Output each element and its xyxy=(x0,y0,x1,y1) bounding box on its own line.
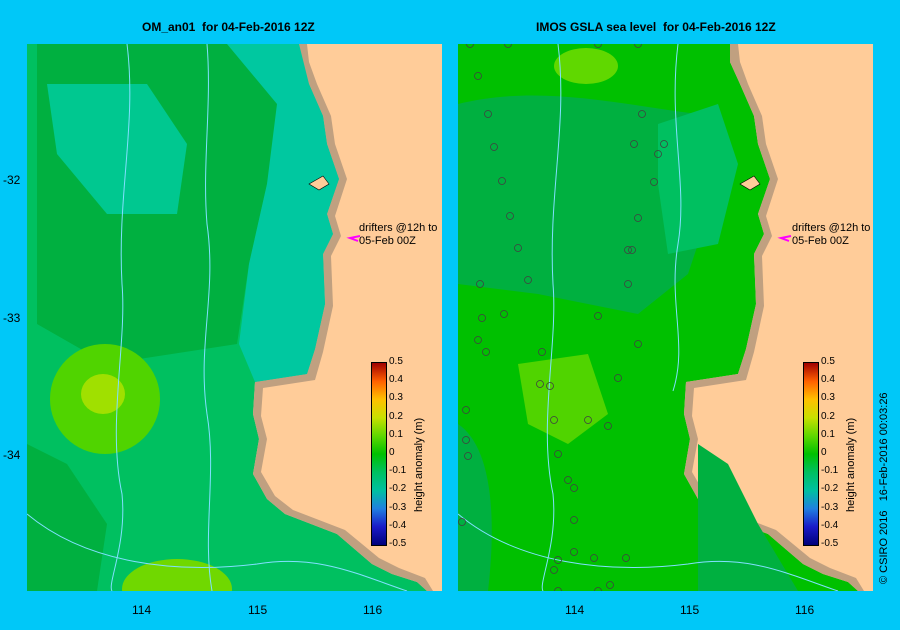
colorbar-tick: -0.4 xyxy=(821,519,839,531)
observation-marker xyxy=(538,348,546,356)
observation-marker xyxy=(474,336,482,344)
observation-marker xyxy=(506,212,514,220)
observation-marker xyxy=(622,554,630,562)
left-drifter-label: drifters @12h to 05-Feb 00Z xyxy=(359,222,438,247)
colorbar-gradient xyxy=(371,362,387,546)
lon-tick-115-left: 115 xyxy=(248,603,268,617)
observation-marker xyxy=(554,450,562,458)
colorbar-tick: 0.3 xyxy=(389,392,403,404)
observation-marker xyxy=(500,310,508,318)
observation-marker xyxy=(584,416,592,424)
observation-marker xyxy=(524,276,532,284)
colorbar-title: height anomaly (m) xyxy=(845,417,857,512)
observation-marker xyxy=(594,44,602,48)
lat-tick-32: -32 xyxy=(3,173,21,187)
colorbar-tick: -0.2 xyxy=(389,483,407,495)
lat-tick-34: -34 xyxy=(3,448,21,462)
lon-tick-115-right: 115 xyxy=(680,603,700,617)
colorbar-tick: 0.3 xyxy=(821,392,835,404)
observation-marker xyxy=(624,280,632,288)
lat-tick-33: -33 xyxy=(3,311,21,325)
colorbar-tick: 0.5 xyxy=(821,356,835,367)
colorbar-tick: 0.4 xyxy=(821,374,835,386)
colorbar-title: height anomaly (m) xyxy=(413,417,425,512)
colorbar-tick: -0.2 xyxy=(821,483,839,495)
observation-marker xyxy=(550,416,558,424)
observation-marker xyxy=(606,581,614,589)
observation-marker xyxy=(614,374,622,382)
observation-marker xyxy=(624,246,632,254)
colorbar-gradient xyxy=(803,362,819,546)
observation-marker xyxy=(594,312,602,320)
left-map xyxy=(27,44,442,591)
observation-marker xyxy=(478,314,486,322)
observation-marker xyxy=(564,476,572,484)
right-drifter-label: drifters @12h to 05-Feb 00Z xyxy=(792,222,871,247)
observation-marker xyxy=(570,484,578,492)
observation-marker xyxy=(466,44,474,48)
observation-marker xyxy=(634,340,642,348)
colorbar-tick: -0.4 xyxy=(389,519,407,531)
observation-marker xyxy=(628,246,636,254)
observation-marker xyxy=(490,143,498,151)
panel-right-title: IMOS GSLA sea level for 04-Feb-2016 12Z xyxy=(536,20,776,34)
colorbar-tick: 0 xyxy=(821,447,827,458)
observation-marker xyxy=(554,556,562,564)
observation-marker xyxy=(458,518,466,526)
colorbar-tick: 0.4 xyxy=(389,374,403,386)
observation-marker xyxy=(660,140,668,148)
drifter-arrow xyxy=(346,235,361,242)
observation-marker xyxy=(570,516,578,524)
observation-marker xyxy=(604,422,612,430)
observation-marker xyxy=(498,177,506,185)
observation-marker xyxy=(476,280,484,288)
observation-marker xyxy=(514,244,522,252)
observation-marker xyxy=(504,44,512,48)
observation-marker xyxy=(554,587,562,591)
colorbar-tick: -0.5 xyxy=(389,538,407,549)
colorbar-tick: -0.5 xyxy=(821,538,839,549)
lon-tick-116-right: 116 xyxy=(795,603,815,617)
observation-marker xyxy=(630,140,638,148)
observation-marker xyxy=(536,380,544,388)
drifter-arrow xyxy=(777,235,792,242)
colorbar-tick: 0.5 xyxy=(389,356,403,367)
colorbar-tick: 0 xyxy=(389,447,395,458)
colorbar-tick: 0.1 xyxy=(389,428,403,440)
observation-marker xyxy=(634,44,642,48)
colorbar-tick: 0.2 xyxy=(389,410,403,422)
panel-left-title: OM_an01 for 04-Feb-2016 12Z xyxy=(142,20,315,34)
observation-marker xyxy=(594,587,602,591)
observation-marker xyxy=(462,406,470,414)
observation-marker xyxy=(550,566,558,574)
credit-text: © CSIRO 2016 16-Feb-2016 00:03:26 xyxy=(878,392,890,584)
observation-marker xyxy=(474,72,482,80)
observation-marker xyxy=(482,348,490,356)
observation-marker xyxy=(462,436,470,444)
observation-marker xyxy=(650,178,658,186)
observation-marker xyxy=(590,554,598,562)
colorbar-tick: 0.1 xyxy=(821,428,835,440)
colorbar-tick: -0.3 xyxy=(389,501,407,513)
observation-marker xyxy=(638,110,646,118)
lon-tick-114-left: 114 xyxy=(132,603,152,617)
colorbar-tick: 0.2 xyxy=(821,410,835,422)
lon-tick-114-right: 114 xyxy=(565,603,585,617)
observation-marker xyxy=(570,548,578,556)
observation-marker xyxy=(484,110,492,118)
observation-marker xyxy=(634,214,642,222)
observation-marker xyxy=(654,150,662,158)
colorbar-tick: -0.3 xyxy=(821,501,839,513)
lon-tick-116-left: 116 xyxy=(363,603,383,617)
observation-marker xyxy=(464,452,472,460)
colorbar-tick: -0.1 xyxy=(821,465,839,477)
colorbar-tick: -0.1 xyxy=(389,465,407,477)
observation-marker xyxy=(546,382,554,390)
altimetry-points xyxy=(458,44,668,591)
